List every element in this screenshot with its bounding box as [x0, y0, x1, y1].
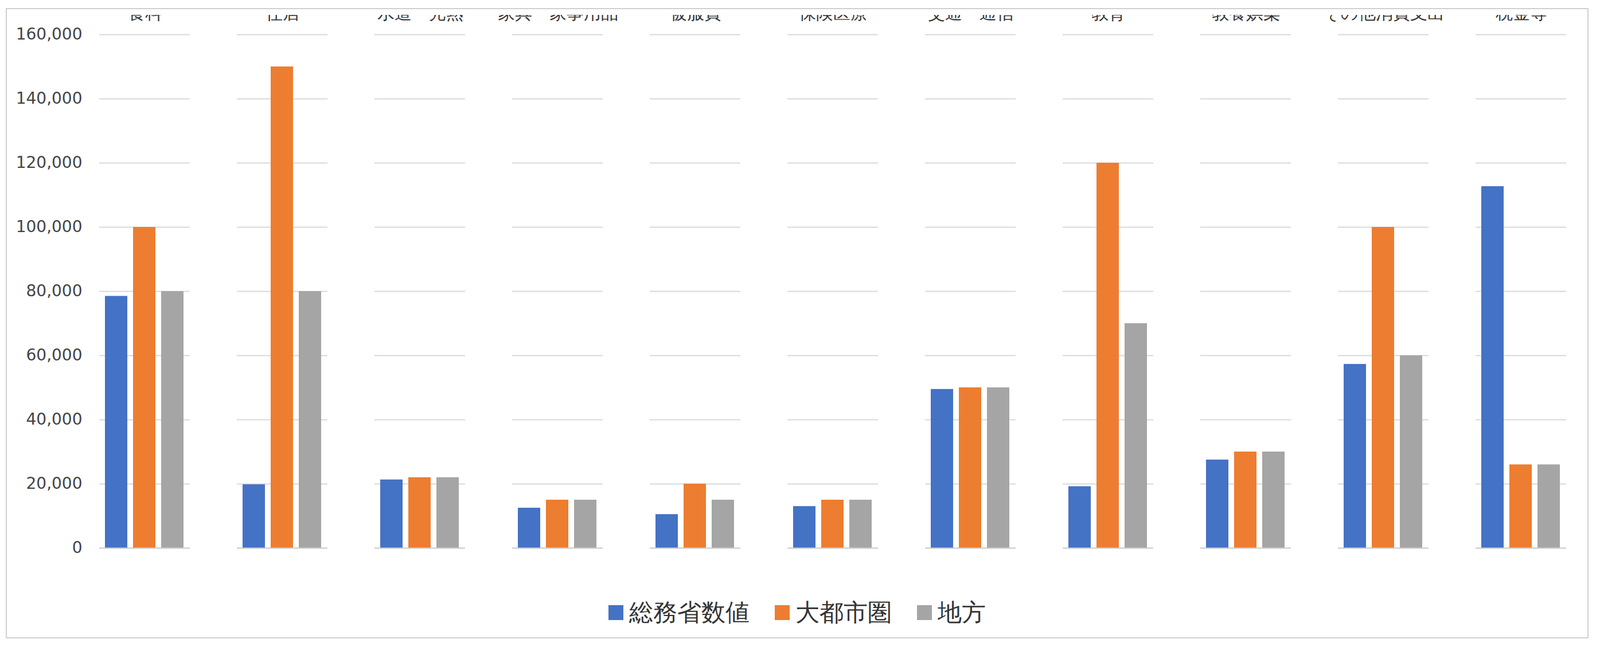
- svg-text:0: 0: [72, 538, 83, 558]
- svg-text:水道・光熱: 水道・光熱: [377, 14, 464, 23]
- svg-text:食料: 食料: [127, 14, 163, 23]
- html-text:地方: 地方: [937, 598, 986, 627]
- svg-text:住居: 住居: [264, 14, 300, 23]
- svg-text:120,000: 120,000: [16, 153, 83, 173]
- svg-text:その他消費支出: その他消費支出: [1323, 14, 1445, 23]
- svg-text:被服費: 被服費: [669, 14, 722, 23]
- svg-text:60,000: 60,000: [26, 345, 83, 365]
- svg-text:教育: 教育: [1091, 14, 1126, 23]
- svg-text:80,000: 80,000: [26, 281, 83, 301]
- svg-text:家具・家事用品: 家具・家事用品: [497, 14, 619, 23]
- svg-text:100,000: 100,000: [16, 217, 83, 237]
- svg-text:税金等: 税金等: [1495, 14, 1548, 23]
- svg-text:40,000: 40,000: [26, 410, 83, 429]
- svg-text:20,000: 20,000: [26, 474, 83, 494]
- svg-text:保険医療: 保険医療: [798, 14, 868, 23]
- svg-text:交通・通信: 交通・通信: [927, 14, 1014, 23]
- svg-text:160,000: 160,000: [16, 24, 83, 44]
- svg-text:140,000: 140,000: [16, 88, 83, 108]
- svg-text:教養娯楽: 教養娯楽: [1211, 14, 1281, 23]
- html-text:大都市圏: 大都市圏: [795, 598, 892, 627]
- html-text:総務省数値: 総務省数値: [629, 598, 750, 627]
